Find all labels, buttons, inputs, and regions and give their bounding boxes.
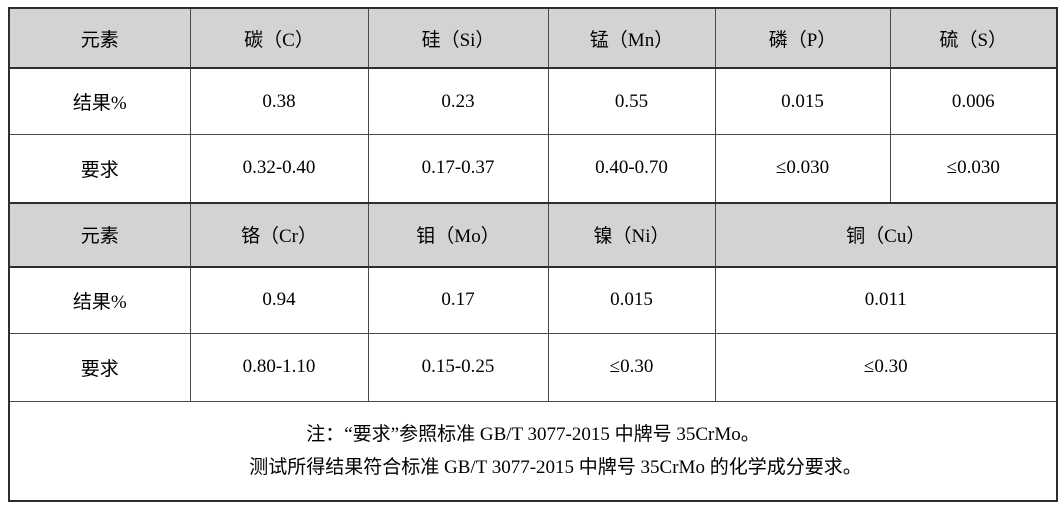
note-line-2: 测试所得结果符合标准 GB/T 3077-2015 中牌号 35CrMo 的化学… bbox=[249, 457, 862, 479]
requirement-label-cell: 要求 bbox=[8, 133, 191, 204]
requirement-cell-manganese: 0.40-0.70 bbox=[547, 133, 716, 204]
header-cell-nickel: 镍（Ni） bbox=[547, 201, 716, 269]
header-cell-copper: 铜（Cu） bbox=[714, 201, 1058, 269]
result-row-2: 结果% 0.94 0.17 0.015 0.011 bbox=[8, 266, 1058, 334]
result-cell-nickel: 0.015 bbox=[547, 266, 716, 334]
element-header-row-2: 元素 铬（Cr） 钼（Mo） 镍（Ni） 铜（Cu） bbox=[8, 201, 1058, 269]
result-cell-phosphorus: 0.015 bbox=[714, 67, 891, 136]
requirement-cell-sulfur: ≤0.030 bbox=[889, 133, 1058, 204]
header-cell-manganese: 锰（Mn） bbox=[547, 6, 716, 70]
requirement-cell-nickel: ≤0.30 bbox=[547, 332, 716, 403]
element-header-row-1: 元素 碳（C） 硅（Si） 锰（Mn） 磷（P） 硫（S） bbox=[8, 6, 1058, 70]
requirement-cell-phosphorus: ≤0.030 bbox=[714, 133, 891, 204]
header-cell-element-label: 元素 bbox=[8, 6, 191, 70]
header-cell-phosphorus: 磷（P） bbox=[714, 6, 891, 70]
requirement-cell-silicon: 0.17-0.37 bbox=[367, 133, 549, 204]
requirement-row-1: 要求 0.32-0.40 0.17-0.37 0.40-0.70 ≤0.030 … bbox=[8, 133, 1058, 204]
requirement-row-2: 要求 0.80-1.10 0.15-0.25 ≤0.30 ≤0.30 bbox=[8, 332, 1058, 403]
requirement-cell-carbon: 0.32-0.40 bbox=[189, 133, 369, 204]
header-cell-carbon: 碳（C） bbox=[189, 6, 369, 70]
result-cell-sulfur: 0.006 bbox=[889, 67, 1058, 136]
result-cell-carbon: 0.38 bbox=[189, 67, 369, 136]
note-cell: 注：“要求”参照标准 GB/T 3077-2015 中牌号 35CrMo。 测试… bbox=[8, 401, 1058, 502]
result-cell-copper: 0.011 bbox=[714, 266, 1058, 334]
header-cell-silicon: 硅（Si） bbox=[367, 6, 549, 70]
header-cell-sulfur: 硫（S） bbox=[889, 6, 1058, 70]
header-cell-chromium: 铬（Cr） bbox=[189, 201, 369, 269]
note-row: 注：“要求”参照标准 GB/T 3077-2015 中牌号 35CrMo。 测试… bbox=[8, 401, 1058, 502]
header-cell-molybdenum: 钼（Mo） bbox=[367, 201, 549, 269]
result-row-1: 结果% 0.38 0.23 0.55 0.015 0.006 bbox=[8, 67, 1058, 136]
note-line-1: 注：“要求”参照标准 GB/T 3077-2015 中牌号 35CrMo。 bbox=[306, 423, 760, 445]
result-label-cell: 结果% bbox=[8, 67, 191, 136]
result-label-cell: 结果% bbox=[8, 266, 191, 334]
result-cell-silicon: 0.23 bbox=[367, 67, 549, 136]
chemical-composition-table: 元素 碳（C） 硅（Si） 锰（Mn） 磷（P） 硫（S） 结果% 0.38 0… bbox=[8, 6, 1058, 502]
result-cell-molybdenum: 0.17 bbox=[367, 266, 549, 334]
requirement-cell-chromium: 0.80-1.10 bbox=[189, 332, 369, 403]
result-cell-manganese: 0.55 bbox=[547, 67, 716, 136]
requirement-cell-copper: ≤0.30 bbox=[714, 332, 1058, 403]
header-cell-element-label: 元素 bbox=[8, 201, 191, 269]
result-cell-chromium: 0.94 bbox=[189, 266, 369, 334]
requirement-cell-molybdenum: 0.15-0.25 bbox=[367, 332, 549, 403]
requirement-label-cell: 要求 bbox=[8, 332, 191, 403]
